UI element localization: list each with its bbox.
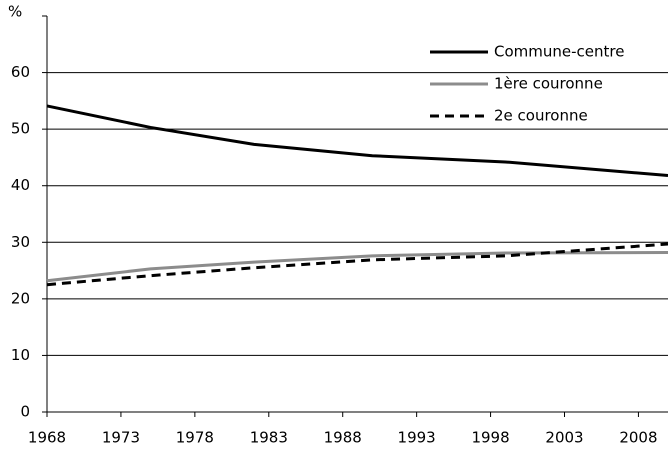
y-tick-label: 20 [11, 289, 30, 307]
x-tick-label: 2008 [619, 429, 657, 447]
y-tick-label: 60 [11, 63, 30, 81]
legend-label: 2e couronne [494, 107, 588, 125]
y-tick-label: 10 [11, 346, 30, 364]
y-axis-label: % [8, 3, 22, 21]
series-line [46, 242, 668, 287]
x-tick-label: 1998 [471, 429, 509, 447]
y-tick-label: 0 [20, 403, 30, 421]
x-tick-label: 1988 [324, 429, 362, 447]
x-tick-label: 1983 [250, 429, 288, 447]
x-tick-label: 1993 [398, 429, 436, 447]
y-tick-label: 50 [11, 120, 30, 138]
y-tick-label: 30 [11, 233, 30, 251]
legend-label: Commune-centre [494, 43, 624, 61]
x-tick-label: 1978 [176, 429, 214, 447]
legend-label: 1ère couronne [494, 75, 603, 93]
x-tick-label: 1968 [28, 429, 66, 447]
series-line [46, 104, 668, 178]
x-tick-label: 2003 [545, 429, 583, 447]
y-tick-label: 40 [11, 176, 30, 194]
x-tick-label: 1973 [102, 429, 140, 447]
